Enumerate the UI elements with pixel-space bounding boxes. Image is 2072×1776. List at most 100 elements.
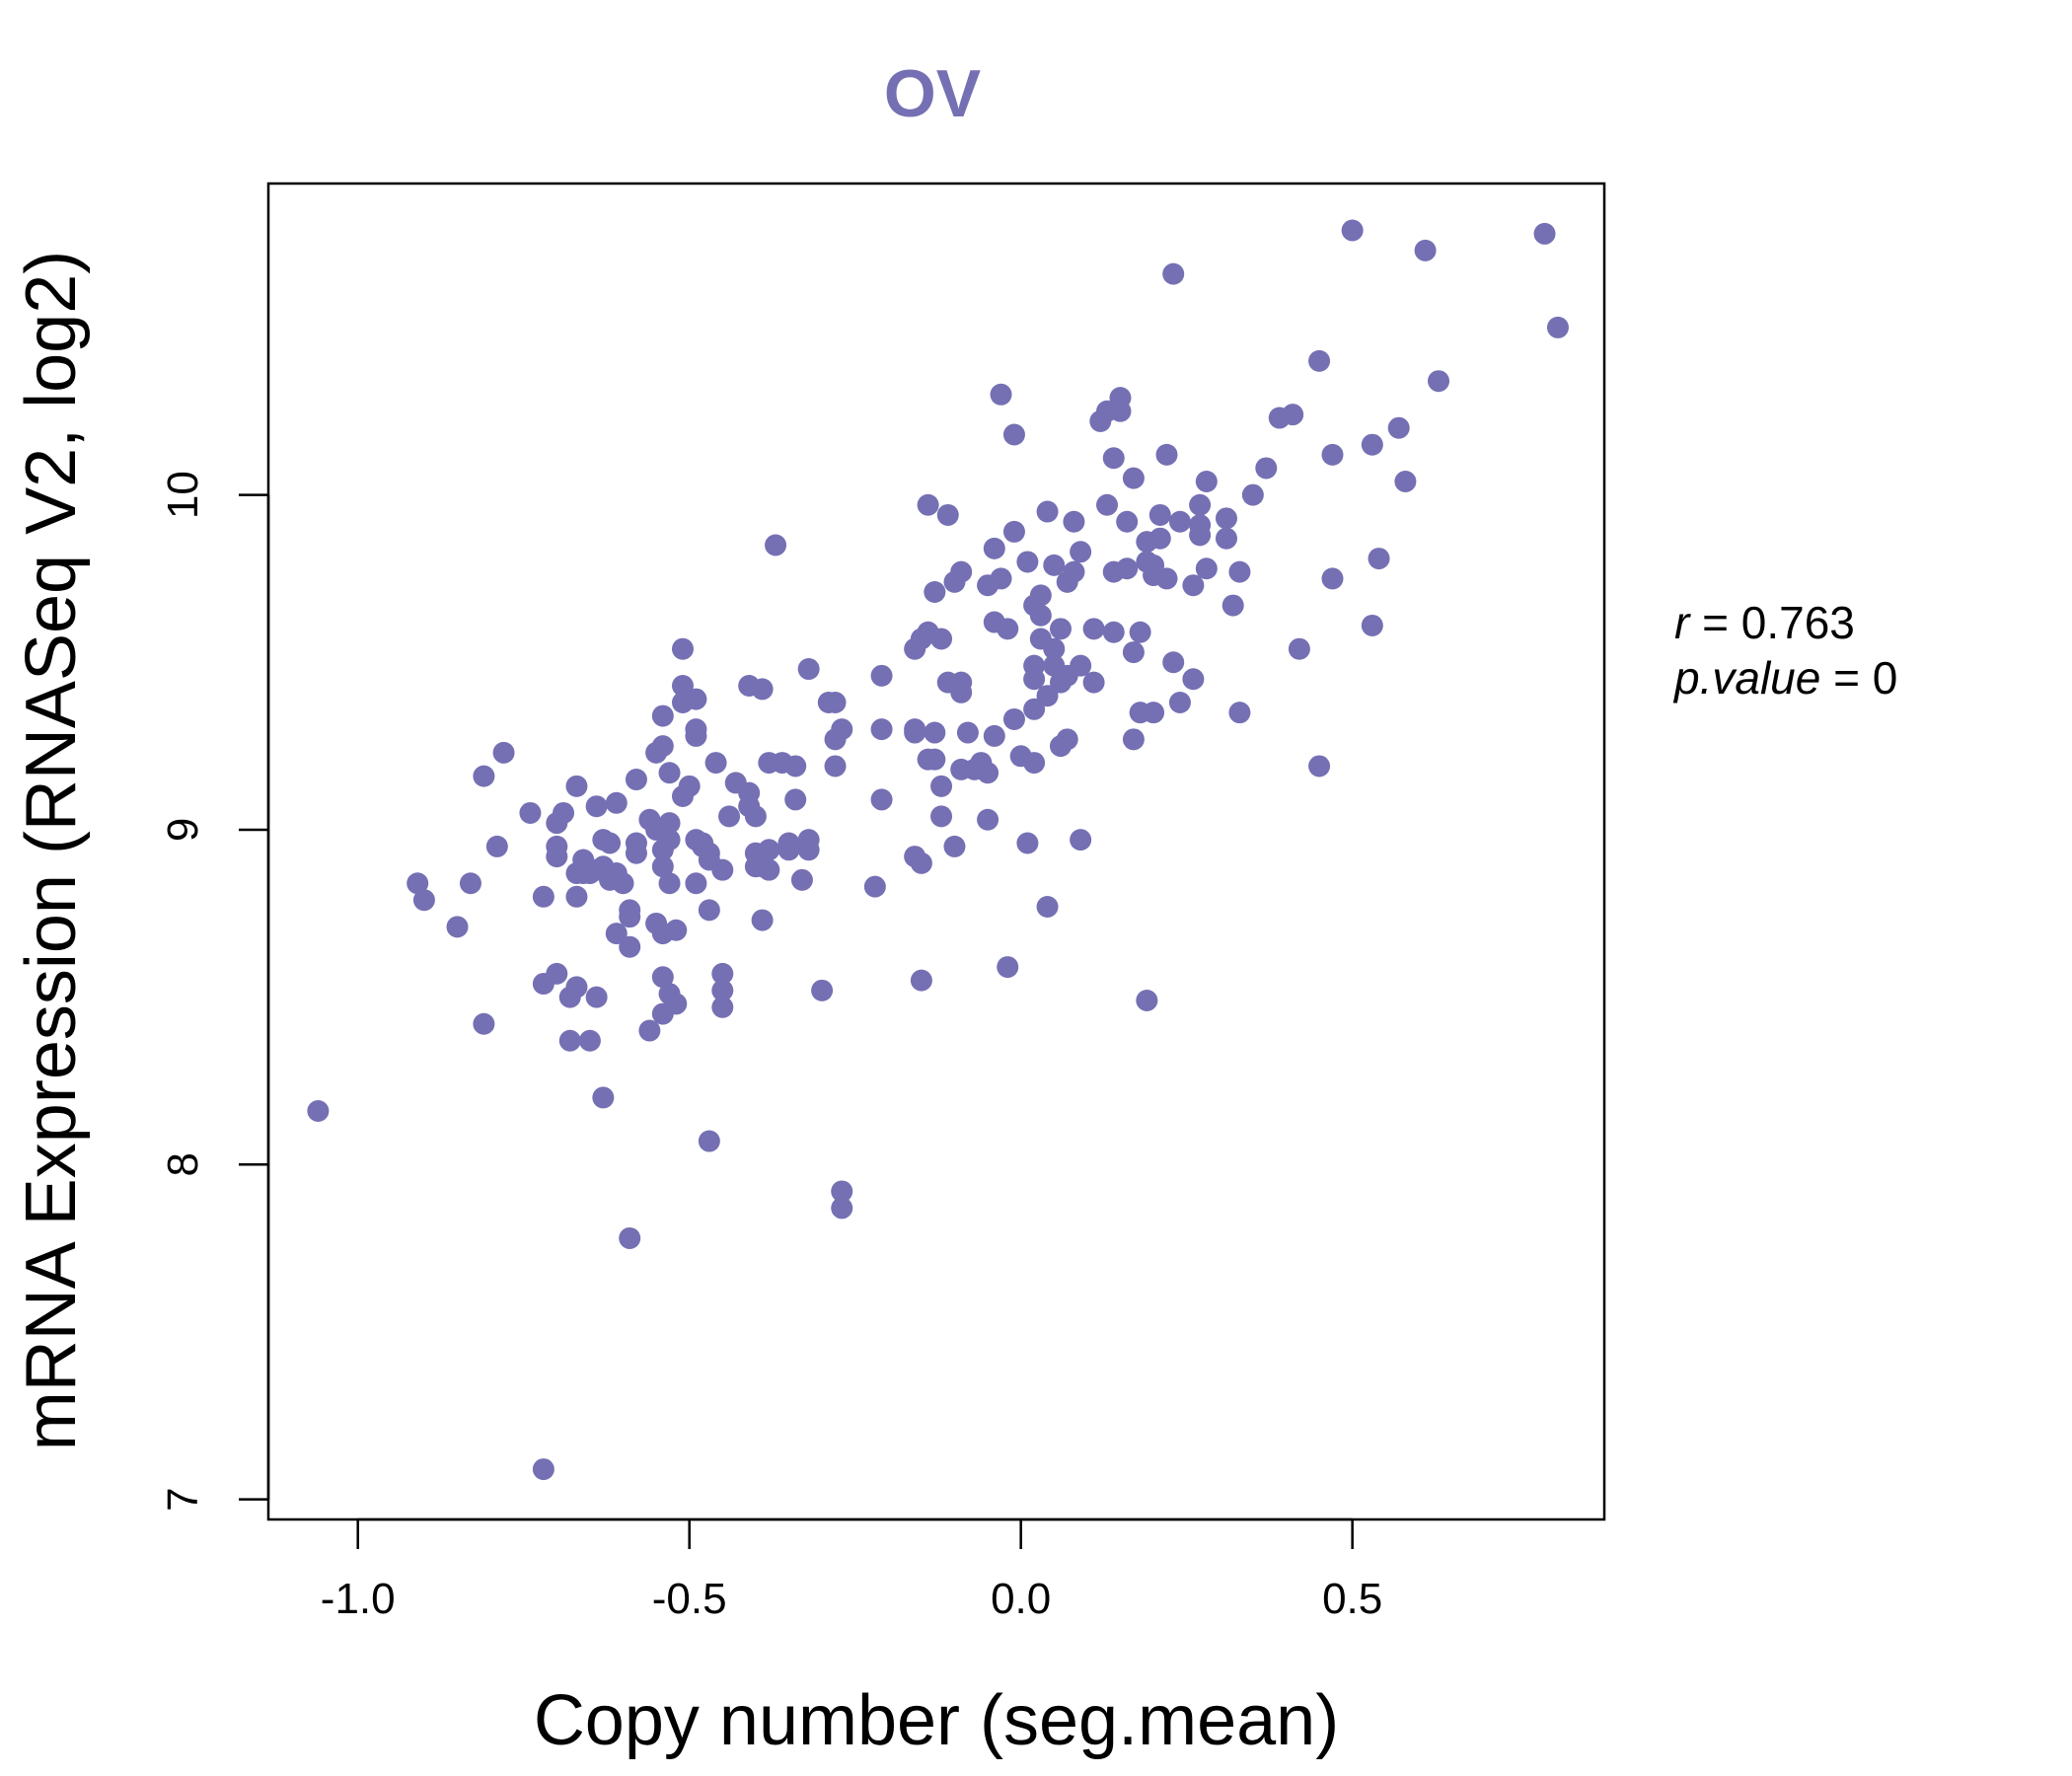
data-point-201 <box>1116 557 1139 580</box>
data-point-208 <box>1136 990 1158 1012</box>
data-point-121 <box>870 718 893 741</box>
data-point-87 <box>718 805 741 828</box>
p-value-statistic: p.value = 0 <box>1672 652 1897 703</box>
data-point-70 <box>678 775 701 797</box>
data-point-226 <box>1189 514 1212 537</box>
data-point-205 <box>1122 728 1145 751</box>
data-point-1 <box>407 872 429 895</box>
data-point-53 <box>651 966 674 989</box>
data-point-162 <box>1002 520 1025 543</box>
data-point-186 <box>1063 560 1085 583</box>
data-point-146 <box>950 560 973 583</box>
data-point-237 <box>1282 404 1304 426</box>
data-point-85 <box>711 962 734 985</box>
data-point-58 <box>651 704 674 727</box>
data-point-35 <box>599 832 622 854</box>
data-point-83 <box>711 979 734 1001</box>
data-point-8 <box>492 741 515 764</box>
data-point-2 <box>412 889 435 912</box>
data-point-233 <box>1228 702 1251 724</box>
data-point-111 <box>811 979 834 1001</box>
data-point-41 <box>619 906 641 928</box>
r-equals: = <box>1689 597 1740 648</box>
data-point-196 <box>1102 621 1125 643</box>
data-point-155 <box>983 537 1005 559</box>
r-statistic: r = 0.763 <box>1674 597 1855 648</box>
data-point-251 <box>1533 222 1556 245</box>
data-point-128 <box>910 969 932 992</box>
y-axis-label: mRNA Expression (RNASeq V2, log2) <box>12 251 91 1450</box>
data-point-195 <box>1096 493 1119 516</box>
x-axis: -1.0 -0.5 0.0 0.5 <box>321 1517 1382 1623</box>
data-point-228 <box>1195 471 1218 493</box>
data-point-5 <box>473 765 495 787</box>
data-point-176 <box>1036 685 1059 707</box>
x-axis-label: Copy number (seg.mean) <box>534 1681 1339 1760</box>
data-point-189 <box>1070 541 1092 563</box>
data-point-188 <box>1070 654 1092 677</box>
data-point-224 <box>1189 493 1212 516</box>
data-point-227 <box>1195 557 1218 580</box>
data-point-110 <box>797 839 820 861</box>
data-point-80 <box>698 842 720 864</box>
data-point-13 <box>546 962 568 985</box>
data-point-6 <box>473 1012 495 1035</box>
data-point-127 <box>910 851 932 874</box>
data-point-166 <box>1023 698 1046 720</box>
data-point-239 <box>1308 349 1331 372</box>
data-point-119 <box>863 875 886 898</box>
data-point-122 <box>870 788 893 811</box>
data-point-169 <box>1023 752 1046 775</box>
r-label: r <box>1674 597 1691 648</box>
data-point-84 <box>711 996 734 1018</box>
data-point-98 <box>758 839 780 861</box>
data-point-107 <box>790 868 813 891</box>
data-point-116 <box>831 1197 853 1220</box>
data-point-9 <box>519 801 542 824</box>
data-point-28 <box>585 986 608 1008</box>
data-point-204 <box>1122 641 1145 664</box>
data-point-69 <box>671 637 694 660</box>
data-point-67 <box>671 675 694 698</box>
data-point-117 <box>831 1180 853 1203</box>
r-value: 0.763 <box>1741 597 1855 648</box>
data-point-242 <box>1321 567 1344 590</box>
data-point-57 <box>651 735 674 758</box>
data-point-214 <box>1148 527 1171 550</box>
x-tick-label: -0.5 <box>652 1575 727 1623</box>
data-point-7 <box>485 835 508 857</box>
data-point-99 <box>758 858 780 881</box>
data-point-202 <box>1116 510 1139 533</box>
data-point-212 <box>1143 702 1165 724</box>
data-point-250 <box>1428 370 1450 393</box>
data-point-245 <box>1361 433 1383 456</box>
data-point-60 <box>658 812 681 835</box>
data-point-144 <box>950 671 973 694</box>
y-tick-label: 7 <box>159 1487 207 1511</box>
data-point-243 <box>1341 219 1364 242</box>
data-point-229 <box>1215 527 1237 550</box>
data-point-118 <box>831 718 853 741</box>
data-point-17 <box>553 801 575 824</box>
data-point-147 <box>956 721 979 744</box>
data-point-168 <box>1023 654 1046 677</box>
data-point-232 <box>1228 560 1251 583</box>
data-point-65 <box>665 919 688 941</box>
data-point-95 <box>751 909 774 931</box>
data-point-203 <box>1122 467 1145 489</box>
data-point-38 <box>605 791 628 814</box>
data-point-75 <box>685 688 707 710</box>
data-point-218 <box>1162 262 1185 285</box>
data-point-142 <box>943 835 966 857</box>
data-point-3 <box>446 916 469 938</box>
data-point-105 <box>784 788 807 811</box>
data-point-62 <box>658 872 681 895</box>
data-point-220 <box>1168 691 1191 713</box>
data-point-86 <box>711 858 734 881</box>
data-point-139 <box>936 503 959 526</box>
data-point-136 <box>930 805 953 828</box>
data-point-160 <box>1002 423 1025 446</box>
data-point-114 <box>824 691 847 713</box>
data-point-36 <box>605 923 628 945</box>
data-point-235 <box>1255 457 1278 480</box>
